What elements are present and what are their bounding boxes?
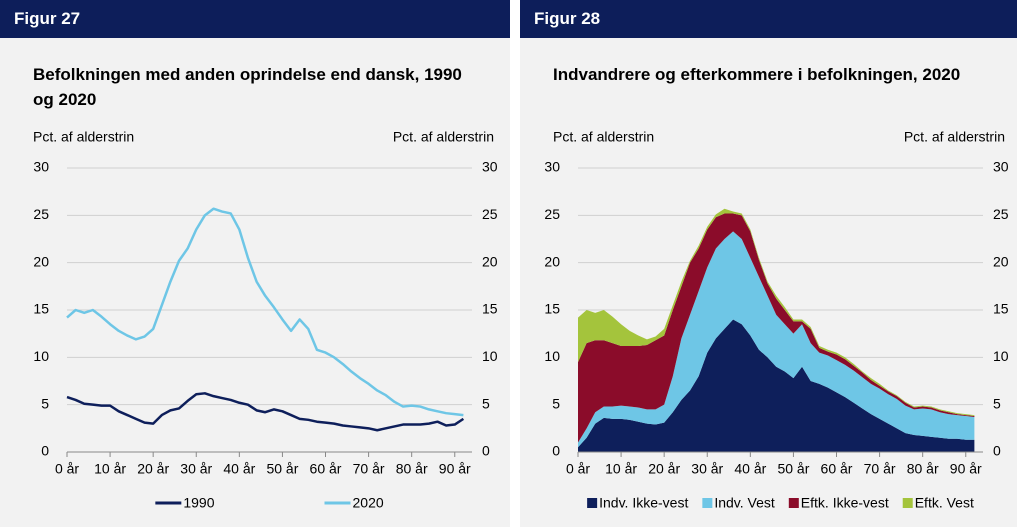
legend-label: 2020 [353,495,384,511]
y2-tick-label: 20 [482,253,498,269]
y-tick-label: 25 [544,206,560,222]
x-tick-label: 30 år [180,461,212,477]
y-tick-label: 0 [552,443,560,459]
y2-axis-label: Pct. af alderstrin [393,129,494,145]
legend-label: Indv. Vest [714,495,775,511]
legend-label: 1990 [183,495,214,511]
y-axis-label: Pct. af alderstrin [553,129,654,145]
y-tick-label: 5 [552,395,560,411]
y-tick-label: 10 [33,348,49,364]
x-tick-label: 20 år [648,461,680,477]
y-tick-label: 25 [33,206,49,222]
y2-tick-label: 30 [482,159,498,175]
x-tick-label: 30 år [691,461,723,477]
y2-tick-label: 0 [993,443,1001,459]
y2-tick-label: 15 [482,301,498,317]
y2-axis-label: Pct. af alderstrin [904,129,1005,145]
area [578,213,975,443]
legend-label: Eftk. Ikke-vest [801,495,889,511]
x-tick-label: 0 år [55,461,79,477]
panel: Pct. af alderstrin Pct. af alderstrin 0 5 10… [0,0,510,527]
area [578,319,975,452]
y-tick-label: 20 [33,253,49,269]
legend-label: Indv. Ikke-vest [599,495,688,511]
x-tick-label: 40 år [223,461,255,477]
legend-label: Eftk. Vest [915,495,974,511]
chart: Pct. af alderstrin Pct. af alderstrin 0 5 10… [544,129,1009,511]
y2-tick-label: 0 [482,443,490,459]
panel: Pct. af alderstrin Pct. af alderstrin 0 5 10… [520,0,1017,527]
x-tick-label: 0 år [566,461,590,477]
y2-tick-label: 20 [993,253,1009,269]
x-tick-label: 50 år [266,461,298,477]
y2-tick-label: 25 [993,206,1009,222]
x-tick-label: 80 år [396,461,428,477]
y2-tick-label: 15 [993,301,1009,317]
x-tick-label: 90 år [950,461,982,477]
area [578,231,975,448]
y2-tick-label: 10 [482,348,498,364]
y-tick-label: 15 [33,301,49,317]
legend-swatch [587,498,598,508]
x-tick-label: 10 år [605,461,637,477]
y-tick-label: 0 [41,443,49,459]
x-tick-label: 50 år [777,461,809,477]
figure-label: Figur 27 [0,0,510,38]
legend-swatch [902,498,913,508]
figure-label: Figur 28 [520,0,1017,38]
x-tick-label: 60 år [821,461,853,477]
y2-tick-label: 5 [993,395,1001,411]
line [66,392,465,432]
chart: Pct. af alderstrin Pct. af alderstrin 0 5 10… [33,129,498,511]
legend-swatch [702,498,713,508]
x-tick-label: 40 år [734,461,766,477]
chart-title: Indvandrere og efterkommere i befolkning… [553,65,961,84]
y-tick-label: 30 [544,159,560,175]
y2-tick-label: 30 [993,159,1009,175]
x-tick-label: 60 år [310,461,342,477]
x-tick-label: 80 år [907,461,939,477]
y-tick-label: 30 [33,159,49,175]
x-tick-label: 20 år [137,461,169,477]
y-axis-label: Pct. af alderstrin [33,129,134,145]
y-tick-label: 10 [544,348,560,364]
legend-swatch [788,498,799,508]
x-tick-label: 90 år [439,461,471,477]
y-tick-label: 5 [41,395,49,411]
y-tick-label: 15 [544,301,560,317]
y2-tick-label: 10 [993,348,1009,364]
x-tick-label: 70 år [864,461,896,477]
y2-tick-label: 5 [482,395,490,411]
y2-tick-label: 25 [482,206,498,222]
line [66,207,464,417]
chart-title: Befolkningen med anden oprindelse end da… [33,65,462,109]
x-tick-label: 10 år [94,461,126,477]
x-tick-label: 70 år [353,461,385,477]
y-tick-label: 20 [544,253,560,269]
